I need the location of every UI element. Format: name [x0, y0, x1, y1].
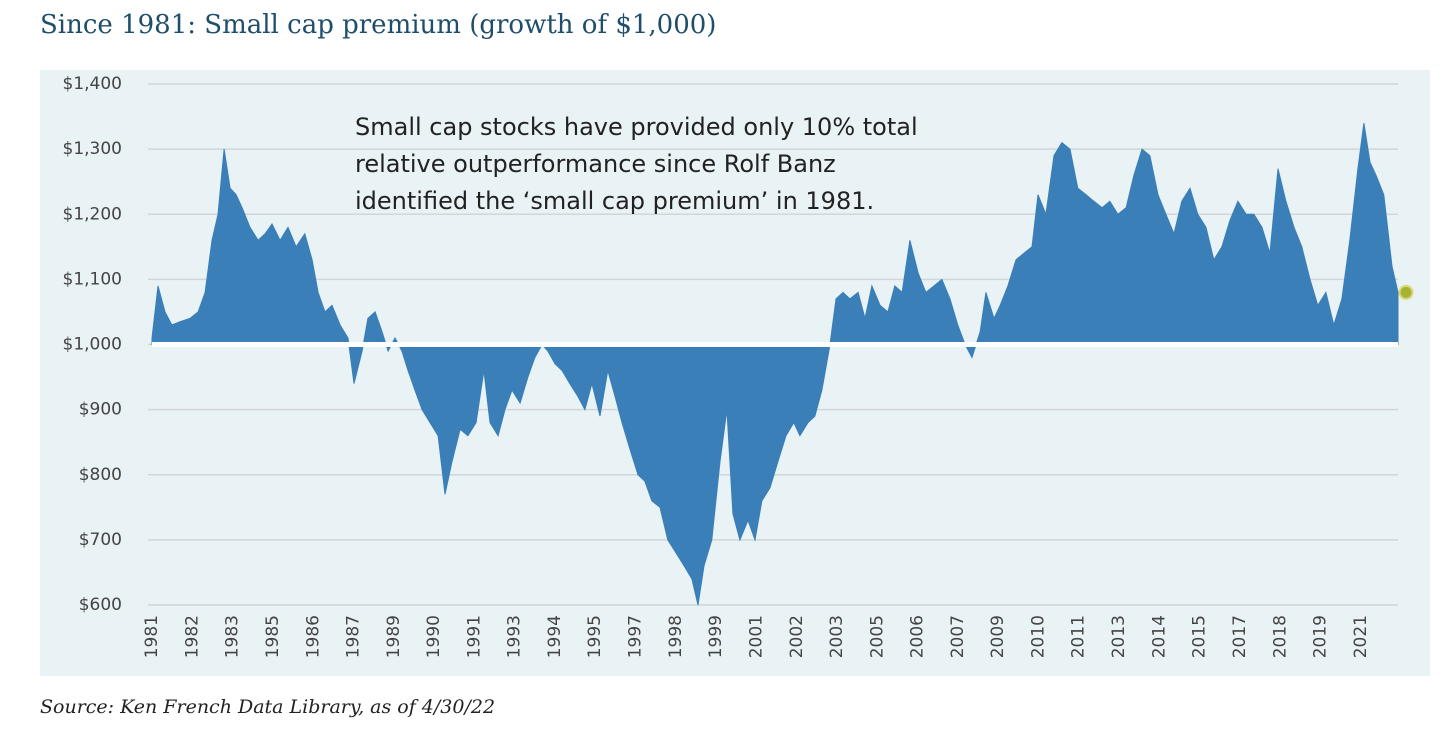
annotation-line: identified the ‘small cap premium’ in 19… [355, 187, 874, 215]
x-tick-label: 2019 [1311, 615, 1331, 658]
x-tick-label: 2014 [1150, 615, 1170, 658]
x-tick-label: 1999 [706, 615, 726, 658]
x-tick-label: 1989 [384, 615, 404, 658]
x-tick-label: 1987 [343, 615, 363, 658]
marks [151, 123, 1414, 606]
y-tick-label: $1,100 [63, 269, 122, 289]
x-tick-label: 1998 [666, 615, 686, 658]
last-point [1398, 284, 1414, 300]
annotation-line: Small cap stocks have provided only 10% … [355, 113, 918, 141]
x-tick-label: 2003 [827, 615, 847, 658]
annotation: Small cap stocks have provided only 10% … [355, 113, 918, 215]
x-tick-label: 2017 [1230, 615, 1250, 658]
x-tick-label: 2011 [1069, 615, 1089, 658]
x-tick-label: 2001 [746, 615, 766, 658]
source: Source: Ken French Data Library, as of 4… [40, 696, 495, 718]
x-tick-label: 2007 [948, 615, 968, 658]
x-tick-label: 2015 [1190, 615, 1210, 658]
x-tick-label: 2018 [1270, 615, 1290, 658]
x-tick-label: 2005 [867, 615, 887, 658]
y-tick-label: $1,000 [63, 335, 122, 355]
x-tick-label: 1985 [263, 615, 283, 658]
x-tick-label: 2009 [988, 615, 1008, 658]
y-tick-label: $900 [79, 400, 122, 420]
x-tick-label: 1986 [303, 615, 323, 658]
x-tick-label: 1983 [222, 615, 242, 658]
y-tick-label: $700 [79, 530, 122, 550]
x-tick-label: 1994 [545, 615, 565, 658]
x-tick-label: 1993 [505, 615, 525, 658]
x-tick-label: 1982 [182, 615, 202, 658]
x-tick-label: 2002 [787, 615, 807, 658]
x-tick-label: 2010 [1029, 615, 1049, 658]
y-tick-label: $1,200 [63, 204, 122, 224]
y-tick-label: $800 [79, 465, 122, 485]
chart-title: Since 1981: Small cap premium (growth of… [40, 10, 716, 40]
x-tick-label: 1995 [585, 615, 605, 658]
grid: $600 $700 $800 $900 $1,000 $1,100 $1,200 $1,300… [63, 74, 1398, 658]
x-tick-label: 1997 [626, 615, 646, 658]
x-tick-label: 2021 [1351, 615, 1371, 658]
y-tick-label: $1,400 [63, 74, 122, 94]
x-tick-label: 1991 [464, 615, 484, 658]
x-tick-label: 2006 [908, 615, 928, 658]
x-tick-label: 2013 [1109, 615, 1129, 658]
y-tick-label: $1,300 [63, 139, 122, 159]
area [151, 123, 1399, 606]
x-tick-label: 1990 [424, 615, 444, 658]
y-tick-label: $600 [79, 595, 122, 615]
annotation-line: relative outperformance since Rolf Banz [355, 150, 836, 178]
x-tick-label: 1981 [142, 615, 162, 658]
